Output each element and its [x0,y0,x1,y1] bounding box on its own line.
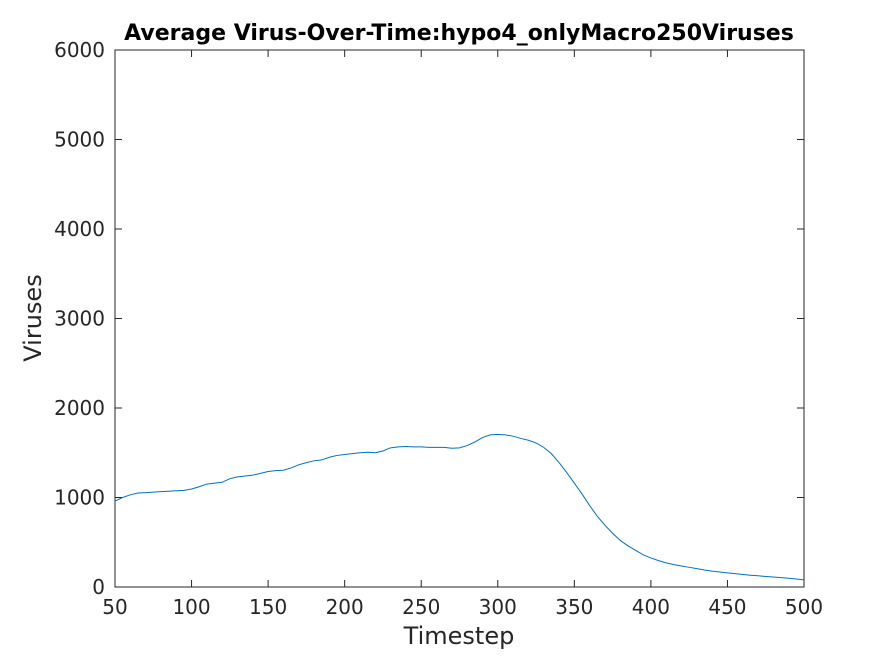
x-tick-label: 400 [632,595,670,619]
x-tick-label: 150 [249,595,287,619]
y-tick-label: 2000 [54,396,105,420]
series-line [114,433,805,581]
x-tick-label: 450 [708,595,746,619]
plot-area: 50 100 150 200 250 300 350 400 450 500 0 1000 2000 3… [54,38,823,619]
x-tick-label: 100 [172,595,210,619]
x-tick-label: 500 [785,595,823,619]
y-axis-label: Viruses [19,274,47,361]
y-tick-label: 6000 [54,38,105,62]
y-tick-label: 3000 [54,307,105,331]
y-tick-label: 1000 [54,486,105,510]
x-tick-label: 350 [555,595,593,619]
y-tick-label: 4000 [54,217,105,241]
x-tick-label: 300 [479,595,517,619]
x-tick-label: 50 [102,595,127,619]
x-tick-label: 250 [402,595,440,619]
y-axis-ticks: 0 1000 2000 3000 4000 5000 6000 [54,38,804,599]
y-tick-label: 0 [92,575,105,599]
y-tick-label: 5000 [54,128,105,152]
chart-title: Average Virus-Over-Time:hypo4_onlyMacro2… [124,21,794,46]
x-axis-ticks: 50 100 150 200 250 300 350 400 450 500 [102,50,823,619]
axes-box [114,49,805,588]
x-axis-label: Timestep [403,622,515,650]
x-tick-label: 200 [326,595,364,619]
